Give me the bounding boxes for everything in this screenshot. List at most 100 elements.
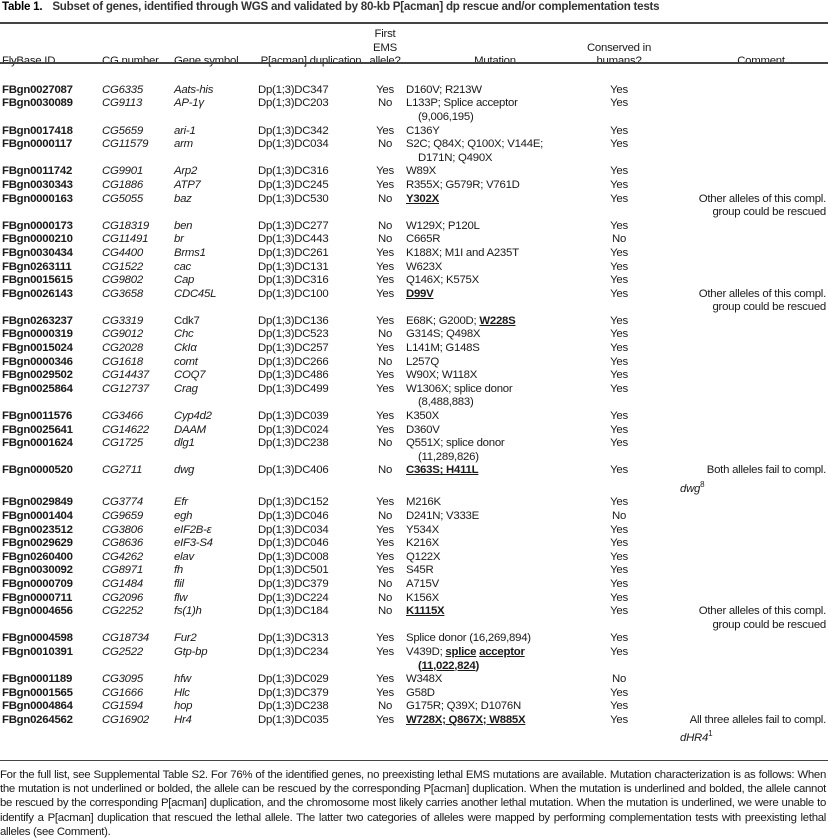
mutation-segment: S45R — [406, 564, 434, 577]
mutation: W89X — [406, 165, 584, 179]
flybase-id: FBgn0260400 — [2, 550, 73, 563]
table-row: FBgn0000520 CG2711 dwg Dp(1;3)DC406 No C363S;… — [0, 464, 828, 496]
flybase-id: FBgn0030434 — [2, 246, 73, 259]
table-row: FBgn0026143 CG3658 CDC45L Dp(1;3)DC100 Yes D9… — [0, 288, 828, 315]
cg-number: CG9012 — [102, 328, 143, 341]
comment — [654, 74, 828, 98]
flybase-id: FBgn0001624 — [2, 437, 73, 450]
first-ems-allele: No — [377, 591, 393, 604]
duplication: Dp(1;3)DC100 — [258, 287, 329, 300]
mutation: A715V — [406, 578, 584, 592]
gene-symbol: Chc — [174, 328, 194, 341]
conserved-in-humans: Yes — [610, 437, 628, 450]
first-ems-allele: No — [377, 219, 393, 232]
duplication: Dp(1;3)DC347 — [258, 83, 329, 96]
gene-symbol: Brms1 — [174, 246, 206, 259]
header-rule — [0, 62, 828, 64]
conserved-in-humans: Yes — [610, 355, 628, 368]
gene-symbol: eIF3-S4 — [174, 537, 213, 550]
mutation: W129X; P120L — [406, 220, 584, 234]
comment: Other alleles of this compl. group could … — [654, 288, 828, 315]
cg-number: CG9901 — [102, 165, 143, 178]
duplication: Dp(1;3)DC257 — [258, 342, 329, 355]
mutation: D241N; V333E — [406, 510, 584, 524]
conserved-in-humans: Yes — [610, 124, 628, 137]
mutation: Y534X — [406, 524, 584, 538]
mutation-line: C665R — [406, 233, 584, 247]
first-ems-allele: Yes — [376, 645, 394, 658]
comment — [654, 315, 828, 329]
gene-symbol: flw — [174, 591, 188, 604]
mutation: G314S; Q498X — [406, 328, 584, 342]
table-caption: Subset of genes, identified through WGS … — [52, 0, 660, 13]
flybase-id: FBgn0001404 — [2, 509, 73, 522]
mutation: K350X — [406, 410, 584, 424]
first-ems-allele: No — [377, 577, 393, 590]
mutation-segment: V439D; — [406, 645, 446, 658]
table-row: FBgn0000163 CG5055 baz Dp(1;3)DC530 No Y302X Y… — [0, 193, 828, 220]
flybase-id: FBgn0004598 — [2, 632, 73, 645]
mutation-line: W129X; P120L — [406, 220, 584, 234]
mutation-segment: R355X; G579R; V761D — [406, 178, 520, 191]
mutation-line: G175R; Q39X; D1076N — [406, 700, 584, 714]
table-header-row: FlyBase ID CG number Gene symbol P[acman… — [0, 28, 828, 74]
first-ems-allele: Yes — [376, 537, 394, 550]
conserved-in-humans: Yes — [610, 577, 628, 590]
mutation: W623X — [406, 261, 584, 275]
conserved-in-humans: Yes — [610, 686, 628, 699]
mutation-segment: L133P; Splice acceptor — [406, 97, 518, 110]
cg-number: CG16902 — [102, 713, 150, 726]
comment — [654, 437, 828, 464]
comment-gene-name: dwg — [680, 482, 701, 495]
cg-number: CG18734 — [102, 632, 150, 645]
comment-gene: dHR41 — [654, 727, 826, 745]
table-row: FBgn0004656 CG2252 fs(1)h Dp(1;3)DC184 No K11… — [0, 605, 828, 632]
table-row: FBgn0263237 CG3319 Cdk7 Dp(1;3)DC136 Yes E68K… — [0, 315, 828, 329]
first-ems-allele: Yes — [376, 713, 394, 726]
mutation-segment: G314S; Q498X — [406, 328, 481, 341]
mutation: G175R; Q39X; D1076N — [406, 700, 584, 714]
table-row: FBgn0000709 CG1484 flil Dp(1;3)DC379 No A715V… — [0, 578, 828, 592]
duplication: Dp(1;3)DC266 — [258, 355, 329, 368]
gene-symbol: Efr — [174, 496, 188, 509]
table-row: FBgn0030434 CG4400 Brms1 Dp(1;3)DC261 Yes K18… — [0, 247, 828, 261]
mutation-line: K156X — [406, 592, 584, 606]
flybase-id: FBgn0010391 — [2, 645, 73, 658]
bottom-rule — [0, 760, 828, 761]
gene-symbol: Hlc — [174, 686, 190, 699]
gene-symbol: CkIα — [174, 342, 197, 355]
comment-line: group could be rescued — [712, 206, 826, 219]
cg-number: CG3806 — [102, 523, 143, 536]
first-ems-allele: Yes — [376, 124, 394, 137]
first-ems-allele: No — [377, 192, 393, 205]
mutation-segment: W89X — [406, 165, 437, 178]
conserved-in-humans: Yes — [610, 632, 628, 645]
duplication: Dp(1;3)DC029 — [258, 673, 329, 686]
gene-symbol: egh — [174, 509, 193, 522]
mutation-line: D360V — [406, 424, 584, 438]
cg-number: CG2711 — [102, 464, 143, 477]
table-row: FBgn0264562 CG16902 Hr4 Dp(1;3)DC035 Yes W728… — [0, 714, 828, 746]
conserved-in-humans: Yes — [610, 178, 628, 191]
table-row: FBgn0001565 CG1666 Hlc Dp(1;3)DC379 Yes G58D Y… — [0, 687, 828, 701]
comment — [654, 328, 828, 342]
flybase-id: FBgn0000173 — [2, 219, 73, 232]
mutation-line: (11,289,826) — [406, 451, 584, 465]
mutation-line: A715V — [406, 578, 584, 592]
first-ems-allele: No — [377, 355, 393, 368]
header-duplication: P[acman] duplication — [258, 28, 364, 74]
cg-number: CG4262 — [102, 550, 143, 563]
duplication: Dp(1;3)DC379 — [258, 686, 329, 699]
table-row: FBgn0000117 CG11579 arm Dp(1;3)DC034 No S2C; … — [0, 138, 828, 165]
gene-symbol: arm — [174, 138, 193, 151]
gene-symbol: Aats-his — [174, 83, 214, 96]
mutation: D99V — [406, 288, 584, 315]
comment — [654, 383, 828, 410]
cg-number: CG8636 — [102, 537, 143, 550]
conserved-in-humans: Yes — [610, 410, 628, 423]
gene-symbol: DAAM — [174, 423, 206, 436]
conserved-in-humans: Yes — [610, 287, 628, 300]
cg-number: CG5055 — [102, 192, 143, 205]
flybase-id: FBgn0000210 — [2, 233, 73, 246]
cg-number: CG1484 — [102, 577, 143, 590]
